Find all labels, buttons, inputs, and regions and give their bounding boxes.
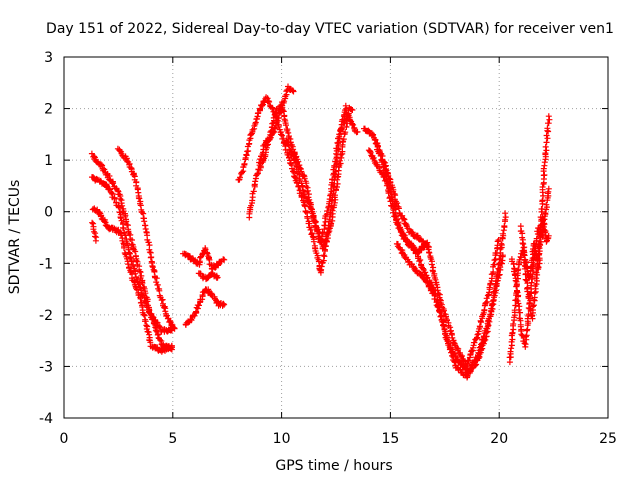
series-track-6: [180, 245, 228, 272]
x-tick-label: 10: [273, 431, 291, 447]
grid: [64, 57, 608, 418]
marker-path: [114, 145, 178, 332]
series-track-16: [372, 136, 432, 251]
series-track-3: [89, 205, 175, 355]
y-axis-ticks: -4 -3 -2 -1 0 1 2 3: [39, 50, 608, 427]
plot-frame: [63, 56, 609, 419]
marker-path: [393, 240, 506, 381]
x-tick-label: 25: [599, 431, 617, 447]
series-track-15: [393, 240, 506, 381]
y-tick-label: -3: [39, 359, 53, 375]
y-tick-label: 0: [44, 205, 53, 221]
marker-path: [89, 174, 175, 335]
y-tick-label: -2: [39, 308, 53, 324]
marker-path: [195, 270, 221, 283]
y-tick-label: 2: [44, 102, 53, 118]
marker-path: [372, 136, 432, 251]
y-tick-label: -1: [39, 256, 53, 272]
series-track-7: [182, 286, 228, 328]
x-tick-label: 15: [381, 431, 399, 447]
marker-path: [235, 94, 350, 276]
marker-path: [283, 104, 356, 252]
marker-path: [182, 286, 228, 328]
x-tick-label: 5: [168, 431, 177, 447]
series-track-5: [89, 219, 100, 244]
y-tick-label: 3: [44, 50, 53, 66]
marker-path: [89, 219, 100, 244]
y-tick-label: -4: [39, 411, 53, 427]
marker-path: [89, 205, 175, 355]
series-track-12: [283, 104, 356, 252]
x-axis-label: GPS time / hours: [275, 458, 392, 474]
series-track-2: [89, 174, 175, 335]
y-axis-label: SDTVAR / TECUs: [7, 180, 23, 295]
y-tick-label: 1: [44, 153, 53, 169]
series-track-4: [114, 145, 178, 332]
chart-title: Day 151 of 2022, Sidereal Day-to-day VTE…: [46, 21, 614, 37]
x-axis-ticks: 0 5 10 15 20 25: [60, 57, 617, 447]
x-tick-label: 0: [60, 431, 69, 447]
series-track-19: [517, 214, 552, 281]
marker-path: [517, 214, 552, 281]
series-track-9: [235, 94, 350, 276]
marker-path: [180, 245, 228, 272]
data-points: [88, 83, 553, 381]
series-track-8: [195, 270, 221, 283]
x-tick-label: 20: [490, 431, 508, 447]
